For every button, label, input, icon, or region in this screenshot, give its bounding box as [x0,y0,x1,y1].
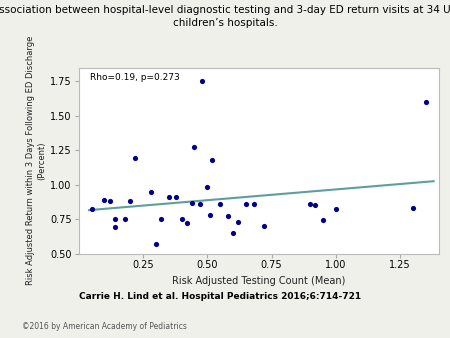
Point [230,230,237,236]
Point [410,206,417,211]
Point [126,198,134,204]
Y-axis label: Risk Adjusted Return within 3 Days Following ED Discharge
(Percent): Risk Adjusted Return within 3 Days Follo… [26,36,46,285]
Point [320,218,327,223]
Point [173,194,180,200]
Text: Association between hospital-level diagnostic testing and 3-day ED return visits: Association between hospital-level diagn… [0,5,450,28]
Point [209,157,216,163]
Point [188,200,195,205]
Point [152,241,159,246]
Point [260,223,267,229]
Point [332,207,339,212]
Point [165,194,172,200]
Text: Rho=0.19, p=0.273: Rho=0.19, p=0.273 [90,73,179,82]
Point [242,201,249,207]
Point [198,79,206,84]
Point [196,201,203,207]
Point [178,216,185,222]
Point [147,189,154,194]
Point [216,201,224,207]
Point [250,201,257,207]
Point [122,216,129,222]
Point [183,220,190,226]
Point [88,207,95,212]
Text: ©2016 by American Academy of Pediatrics: ©2016 by American Academy of Pediatrics [22,322,187,331]
Point [306,201,314,207]
Point [206,212,213,218]
Text: Carrie H. Lind et al. Hospital Pediatrics 2016;6:714-721: Carrie H. Lind et al. Hospital Pediatric… [79,292,361,301]
Point [111,216,118,222]
X-axis label: Risk Adjusted Testing Count (Mean): Risk Adjusted Testing Count (Mean) [172,276,346,286]
Point [106,198,113,204]
Point [191,145,198,150]
Point [111,225,118,230]
Point [101,197,108,202]
Point [234,219,242,224]
Point [132,156,139,161]
Point [422,99,429,105]
Point [312,202,319,208]
Point [224,214,231,219]
Point [204,185,211,190]
Point [158,216,165,222]
